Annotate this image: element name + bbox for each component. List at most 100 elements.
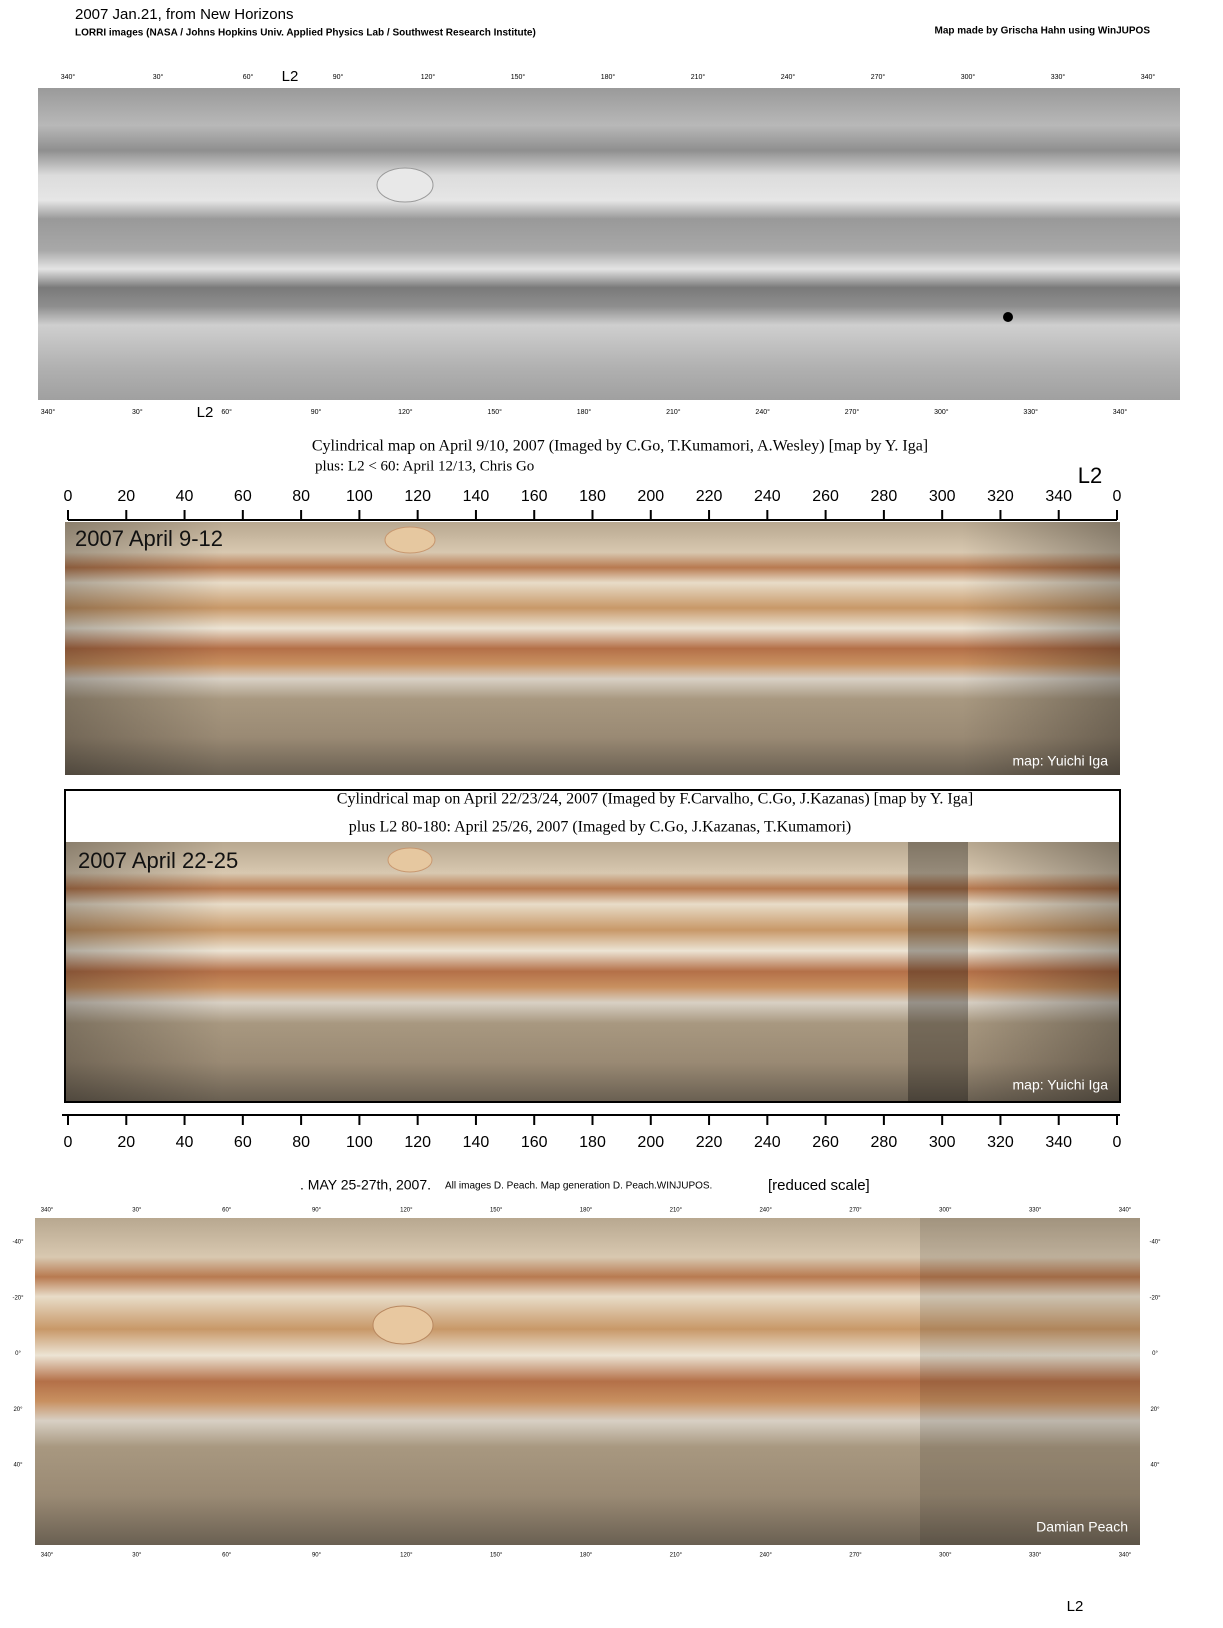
tick-label: 150° <box>487 408 502 416</box>
tick-label: 240 <box>754 488 781 505</box>
tick-label: 320 <box>987 488 1014 505</box>
lat-label: 0° <box>15 1351 21 1357</box>
panel-credit: All images D. Peach. Map generation D. P… <box>445 1181 712 1192</box>
tick-label: 300° <box>934 408 949 416</box>
tick-label: 90° <box>312 1208 322 1214</box>
tick-label: 120 <box>404 488 431 505</box>
map-label: 2007 April 9-12 <box>75 526 223 551</box>
lat-label: 20° <box>13 1407 23 1413</box>
tick-label: 0 <box>1113 1134 1122 1151</box>
tick-label: 340 <box>1045 1134 1072 1151</box>
map-credit: Map made by Grischa Hahn using WinJUPOS <box>934 26 1150 37</box>
tick-label: 340° <box>41 1553 54 1559</box>
tick-label: 340° <box>1113 408 1128 416</box>
panel-subtitle: plus L2 80-180: April 25/26, 2007 (Image… <box>349 819 851 836</box>
tick-label: 260 <box>812 1134 839 1151</box>
tick-label: 220 <box>696 1134 723 1151</box>
panel-title: 2007 Jan.21, from New Horizons <box>75 6 293 23</box>
tick-label: 120° <box>421 73 436 81</box>
tick-label: 340 <box>1045 488 1072 505</box>
tick-label: 60° <box>222 1208 232 1214</box>
tick-label: 270° <box>849 1208 862 1214</box>
tick-label: 60 <box>234 1134 252 1151</box>
tick-label: 210° <box>666 408 681 416</box>
great-red-spot <box>372 1305 434 1345</box>
tick-label: 30° <box>132 408 143 416</box>
lat-label: 40° <box>1150 1463 1160 1469</box>
tick-label: 260 <box>812 488 839 505</box>
tick-label: 300 <box>929 488 956 505</box>
tick-label: 330° <box>1029 1553 1042 1559</box>
tick-label: 180 <box>579 488 606 505</box>
panel-title: Cylindrical map on April 9/10, 2007 (Ima… <box>312 438 928 455</box>
map-shading <box>65 522 1120 775</box>
tick-label: 240 <box>754 1134 781 1151</box>
tick-label: 90° <box>311 408 322 416</box>
map-credit: map: Yuichi Iga <box>1013 1077 1109 1093</box>
great-red-spot <box>387 847 433 873</box>
tick-label: 200 <box>637 1134 664 1151</box>
tick-label: 300 <box>929 1134 956 1151</box>
lat-label: -20° <box>12 1295 24 1301</box>
tick-label: 340° <box>1119 1553 1132 1559</box>
tick-label: 20 <box>117 1134 135 1151</box>
tick-label: 40 <box>176 1134 194 1151</box>
map-seam <box>908 842 968 1101</box>
tick-label: 320 <box>987 1134 1014 1151</box>
map-shading <box>66 842 1119 1101</box>
tick-label: 330° <box>1051 73 1066 81</box>
tick-label: 100 <box>346 488 373 505</box>
l2-label: L2 <box>1078 463 1102 488</box>
great-red-spot <box>384 526 436 554</box>
lat-label: 0° <box>1152 1351 1158 1357</box>
tick-label: 120° <box>400 1553 413 1559</box>
tick-label: 30° <box>132 1208 142 1214</box>
tick-label: 20 <box>117 488 135 505</box>
panel-credit: LORRI images (NASA / Johns Hopkins Univ.… <box>75 28 536 39</box>
tick-label: 120 <box>404 1134 431 1151</box>
tick-label: 340° <box>41 408 56 416</box>
tick-label: 340° <box>1141 73 1156 81</box>
tick-label: 300° <box>939 1208 952 1214</box>
tick-label: 60° <box>221 408 232 416</box>
tick-label: 240° <box>781 73 796 81</box>
tick-label: 340° <box>41 1208 54 1214</box>
l2-label: L2 <box>1067 1598 1084 1615</box>
tick-label: 30° <box>153 73 164 81</box>
tick-label: 150° <box>511 73 526 81</box>
tick-label: 120° <box>398 408 413 416</box>
tick-label: 150° <box>490 1553 503 1559</box>
tick-label: 60 <box>234 488 252 505</box>
tick-label: 30° <box>132 1553 142 1559</box>
tick-label: 270° <box>871 73 886 81</box>
tick-label: 160 <box>521 488 548 505</box>
tick-label: 330° <box>1029 1208 1042 1214</box>
moon-shadow <box>1003 312 1013 322</box>
tick-label: 270° <box>849 1553 862 1559</box>
tick-label: 100 <box>346 1134 373 1151</box>
lat-label: -40° <box>12 1240 24 1246</box>
tick-label: 210° <box>670 1208 683 1214</box>
tick-label: 180° <box>580 1553 593 1559</box>
tick-label: 280 <box>871 488 898 505</box>
tick-label: 340° <box>61 73 76 81</box>
lat-label: 40° <box>13 1463 23 1469</box>
panel-subtitle: plus: L2 < 60: April 12/13, Chris Go <box>315 458 534 474</box>
tick-label: 0 <box>64 1134 73 1151</box>
tick-label: 340° <box>1119 1208 1132 1214</box>
tick-label: 180° <box>580 1208 593 1214</box>
l2-label: L2 <box>197 404 214 421</box>
panel-title: Cylindrical map on April 22/23/24, 2007 … <box>337 791 973 808</box>
tick-label: 280 <box>871 1134 898 1151</box>
tick-label: 80 <box>292 1134 310 1151</box>
tick-label: 0 <box>1113 488 1122 505</box>
tick-label: 180° <box>577 408 592 416</box>
tick-label: 330° <box>1023 408 1038 416</box>
tick-label: 220 <box>696 488 723 505</box>
map-credit: map: Yuichi Iga <box>1013 753 1109 769</box>
tick-label: 210° <box>670 1553 683 1559</box>
map-seam <box>920 1218 1140 1545</box>
tick-label: 90° <box>333 73 344 81</box>
map-credit: Damian Peach <box>1036 1519 1128 1535</box>
